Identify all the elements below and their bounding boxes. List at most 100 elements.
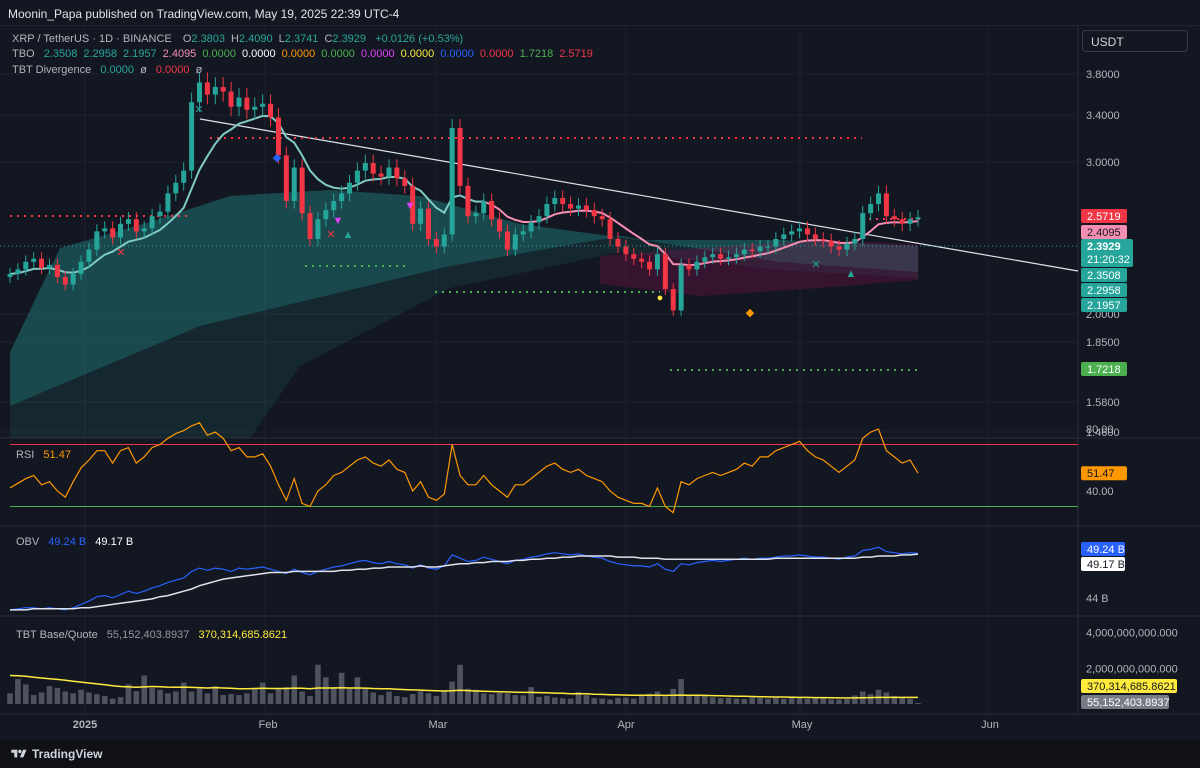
tbo-value-3: 2.4095	[163, 48, 197, 60]
candle-body-69	[552, 197, 558, 205]
candle-body-16	[133, 219, 139, 232]
candle-body-13	[110, 228, 116, 238]
volume-bar-62	[496, 692, 503, 704]
currency-label: USDT	[1091, 35, 1124, 49]
tbo-cloud-green	[10, 190, 918, 406]
tbo-value-7: 0.0000	[321, 48, 355, 60]
volume-bar-106	[844, 698, 850, 704]
label-2-1957-bg	[1081, 298, 1127, 312]
label-obv-bg	[1081, 542, 1125, 556]
rsi-value: 51.47	[43, 449, 71, 461]
candle-body-63	[504, 231, 510, 250]
volume-bar-107	[852, 695, 858, 704]
label-rsi: 51.47	[1087, 468, 1115, 480]
volume-bar-71	[567, 698, 574, 704]
price-tick-4: 1.8500	[1086, 337, 1120, 349]
candle-body-26	[212, 87, 218, 95]
legend-tbt-divergence: TBT Divergence 0.0000 ø 0.0000 ø	[12, 64, 203, 76]
tbt-base-quote-pane	[7, 664, 921, 704]
tbo-value-6: 0.0000	[282, 48, 316, 60]
volume-bar-5	[46, 686, 53, 704]
candle-body-14	[118, 223, 124, 238]
tbo-value-0: 2.3508	[44, 48, 78, 60]
candle-body-36	[291, 167, 297, 201]
obv-legend: OBV 49.24 B 49.17 B	[16, 536, 133, 548]
label-countdown: 21:20:32	[1087, 254, 1130, 266]
label-last-price: 2.3929	[1087, 241, 1121, 253]
candle-body-74	[591, 210, 597, 217]
candle-body-10	[86, 249, 92, 262]
label-volume-ma-bg	[1081, 679, 1177, 693]
candle-body-104	[828, 240, 834, 247]
volume-bar-38	[307, 695, 313, 704]
tbo-value-13: 2.5719	[559, 48, 593, 60]
candle-body-28	[228, 91, 234, 107]
label-2-2958: 2.2958	[1087, 285, 1121, 297]
tbt-div-v2: 0.0000	[156, 64, 190, 76]
candle-body-1	[15, 269, 21, 274]
candle-body-4	[39, 258, 45, 268]
volume-bar-105	[836, 699, 842, 704]
volume-tick-1: 2,000,000,000.000	[1086, 663, 1178, 675]
volume-bar-35	[283, 687, 290, 704]
volume-bar-95	[757, 697, 763, 704]
candle-body-70	[560, 197, 566, 205]
obv-ma-line	[10, 553, 919, 611]
tbo-value-11: 0.0000	[480, 48, 514, 60]
volume-bar-50	[401, 697, 408, 704]
candle-body-114	[907, 219, 913, 224]
label-volume-ma: 370,314,685.8621	[1087, 681, 1176, 693]
candle-body-79	[631, 254, 637, 259]
tbo-value-5: 0.0000	[242, 48, 276, 60]
volume-title: TBT Base/Quote	[16, 629, 98, 641]
volume-bar-72	[575, 691, 582, 704]
obv-tick-0: 44 B	[1086, 593, 1109, 605]
chart-area[interactable]: ✕✕✕✕◆◆▼▼▲▲● 3.80003.40003.00002.00001.85…	[0, 26, 1200, 740]
volume-value-2: 370,314,685.8621	[198, 629, 287, 641]
candle-body-45	[362, 163, 368, 171]
gridlines	[0, 26, 1200, 714]
publisher-text: Moonin_Papa published on TradingView.com…	[8, 7, 400, 21]
candle-body-57	[457, 128, 463, 186]
volume-bar-49	[394, 695, 400, 704]
candle-body-6	[54, 264, 60, 277]
currency-button[interactable]: USDT	[1082, 30, 1188, 52]
candle-body-33	[268, 103, 274, 118]
volume-bar-28	[228, 694, 234, 704]
trendline	[199, 118, 1079, 272]
candle-body-23	[189, 102, 195, 171]
candle-body-86	[686, 264, 692, 270]
candle-body-37	[299, 167, 305, 214]
time-tick-1: Feb	[259, 719, 278, 731]
obv-title: OBV	[16, 536, 40, 548]
volume-bar-102	[812, 697, 819, 704]
volume-bar-92	[733, 698, 740, 704]
marker-diamond-apr: ◆	[746, 307, 755, 319]
volume-bar-41	[330, 687, 337, 704]
volume-bar-3	[30, 695, 37, 704]
candle-body-47	[378, 173, 384, 177]
candle-body-62	[497, 219, 503, 232]
candle-body-110	[876, 193, 882, 205]
candle-body-95	[757, 246, 763, 252]
candle-body-82	[654, 254, 660, 270]
candle-body-97	[773, 239, 779, 247]
candle-body-89	[710, 254, 716, 258]
volume-bar-66	[528, 687, 534, 704]
candle-body-34	[275, 117, 281, 156]
candle-body-35	[283, 155, 289, 201]
candle-body-93	[741, 249, 747, 255]
candle-body-109	[868, 204, 874, 214]
volume-bar-6	[54, 687, 61, 704]
volume-bar-91	[725, 697, 732, 704]
label-volume: 55,152,403.8937	[1087, 697, 1170, 709]
volume-bar-79	[630, 698, 637, 704]
candle-body-39	[315, 219, 321, 239]
ohlc-val-L: 2.3741	[285, 33, 319, 45]
marker-triangle-up-may: ▲	[846, 268, 857, 280]
legend-symbol: XRP / TetherUS · 1D · BINANCE O2.3803 H2.…	[12, 33, 463, 45]
candle-body-108	[860, 213, 866, 239]
label-2-2958-bg	[1081, 283, 1127, 297]
tbo-value-12: 1.7218	[520, 48, 554, 60]
